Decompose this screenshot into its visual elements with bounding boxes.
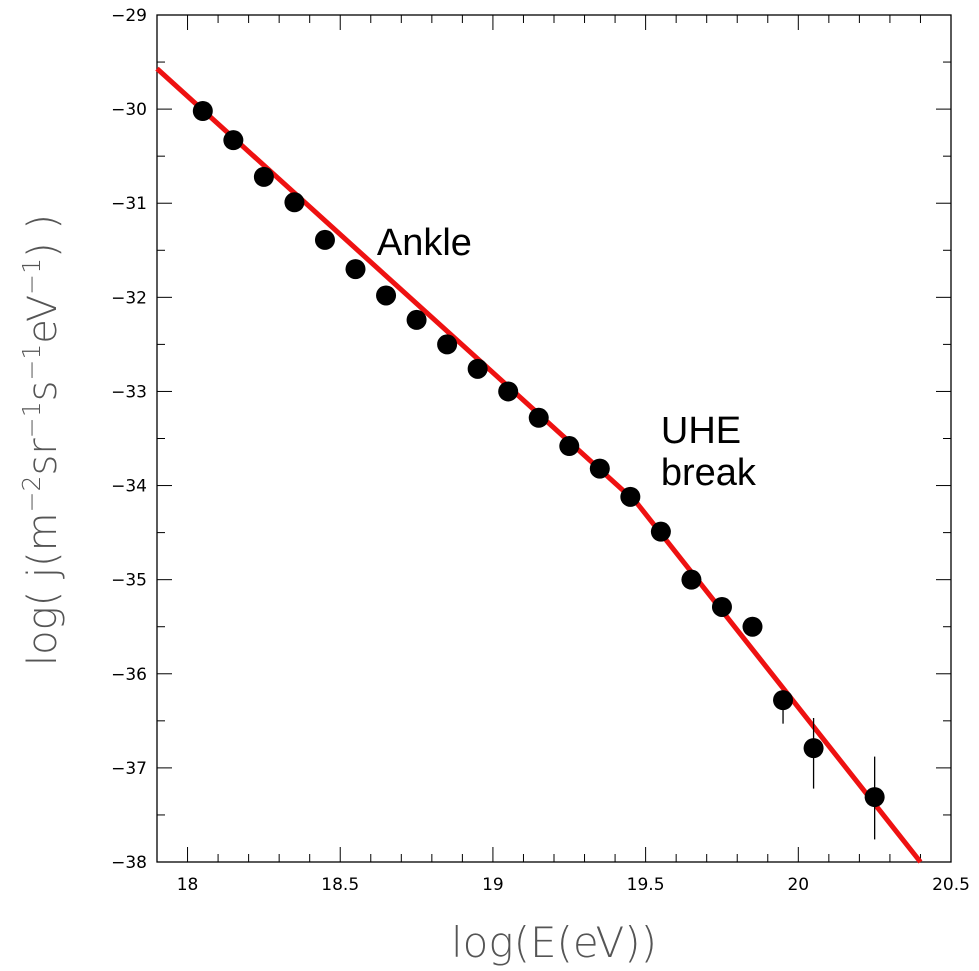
data-point	[711, 596, 732, 617]
data-point	[314, 229, 335, 250]
y-tick-label: −38	[111, 853, 147, 873]
data-point	[406, 309, 427, 330]
data-point	[498, 381, 519, 402]
y-tick-label: −36	[111, 665, 147, 685]
data-point	[467, 358, 488, 379]
y-tick-label: −32	[111, 288, 147, 308]
y-tick-label: −29	[111, 6, 147, 26]
data-point	[650, 521, 671, 542]
data-point	[528, 407, 549, 428]
tick-labels: 18 18.5 19 19.5 20 20.5 −29 −30 −31 −32 −33 −34 −35 −…	[111, 6, 970, 895]
x-tick-label: 18.5	[321, 875, 359, 895]
annotation-ankle: Ankle	[377, 222, 472, 264]
y-tick-label: −34	[111, 477, 147, 497]
y-axis-title-part: sr	[20, 438, 66, 476]
y-tick-label: −30	[111, 100, 147, 120]
data-point	[620, 486, 641, 507]
data-point	[589, 458, 610, 479]
data-point	[559, 436, 580, 457]
x-tick-label: 19.5	[627, 875, 665, 895]
y-axis-title-part: eV	[20, 295, 66, 344]
y-axis-title-part: ) )	[20, 214, 66, 258]
y-axis-title-part: s	[20, 381, 66, 402]
axis-ticks	[156, 14, 952, 863]
y-axis-title-sup: −1	[17, 401, 46, 438]
y-axis-title: log( j(m−2sr−1s−1eV−1) )	[17, 214, 66, 666]
data-points	[192, 100, 885, 840]
x-axis-title: log(E(eV))	[451, 918, 657, 967]
data-point	[223, 130, 244, 151]
y-tick-label: −33	[111, 382, 147, 402]
x-tick-label: 18	[177, 875, 199, 895]
data-point	[864, 787, 885, 808]
plot-frame	[156, 14, 952, 863]
data-point	[345, 259, 366, 280]
data-point	[803, 738, 824, 759]
y-tick-label: −37	[111, 759, 147, 779]
annotation-uhe-break: break	[661, 452, 757, 494]
data-point	[284, 192, 305, 213]
x-tick-label: 20	[787, 875, 809, 895]
y-tick-label: −35	[111, 571, 147, 591]
data-point	[742, 616, 763, 637]
data-point	[773, 690, 794, 711]
data-point	[681, 569, 702, 590]
y-axis-title-sup: −1	[17, 344, 46, 381]
x-tick-label: 20.5	[932, 875, 970, 895]
data-point	[192, 100, 213, 121]
data-point	[376, 285, 397, 306]
x-tick-label: 19	[482, 875, 504, 895]
y-axis-title-part: log( j(m	[20, 512, 66, 666]
annotation-uhe-break: UHE	[661, 410, 741, 452]
y-tick-label: −31	[111, 194, 147, 214]
data-point	[253, 166, 274, 187]
data-point	[437, 334, 458, 355]
y-axis-title-sup: −1	[17, 258, 46, 295]
y-axis-title-sup: −2	[17, 476, 46, 513]
